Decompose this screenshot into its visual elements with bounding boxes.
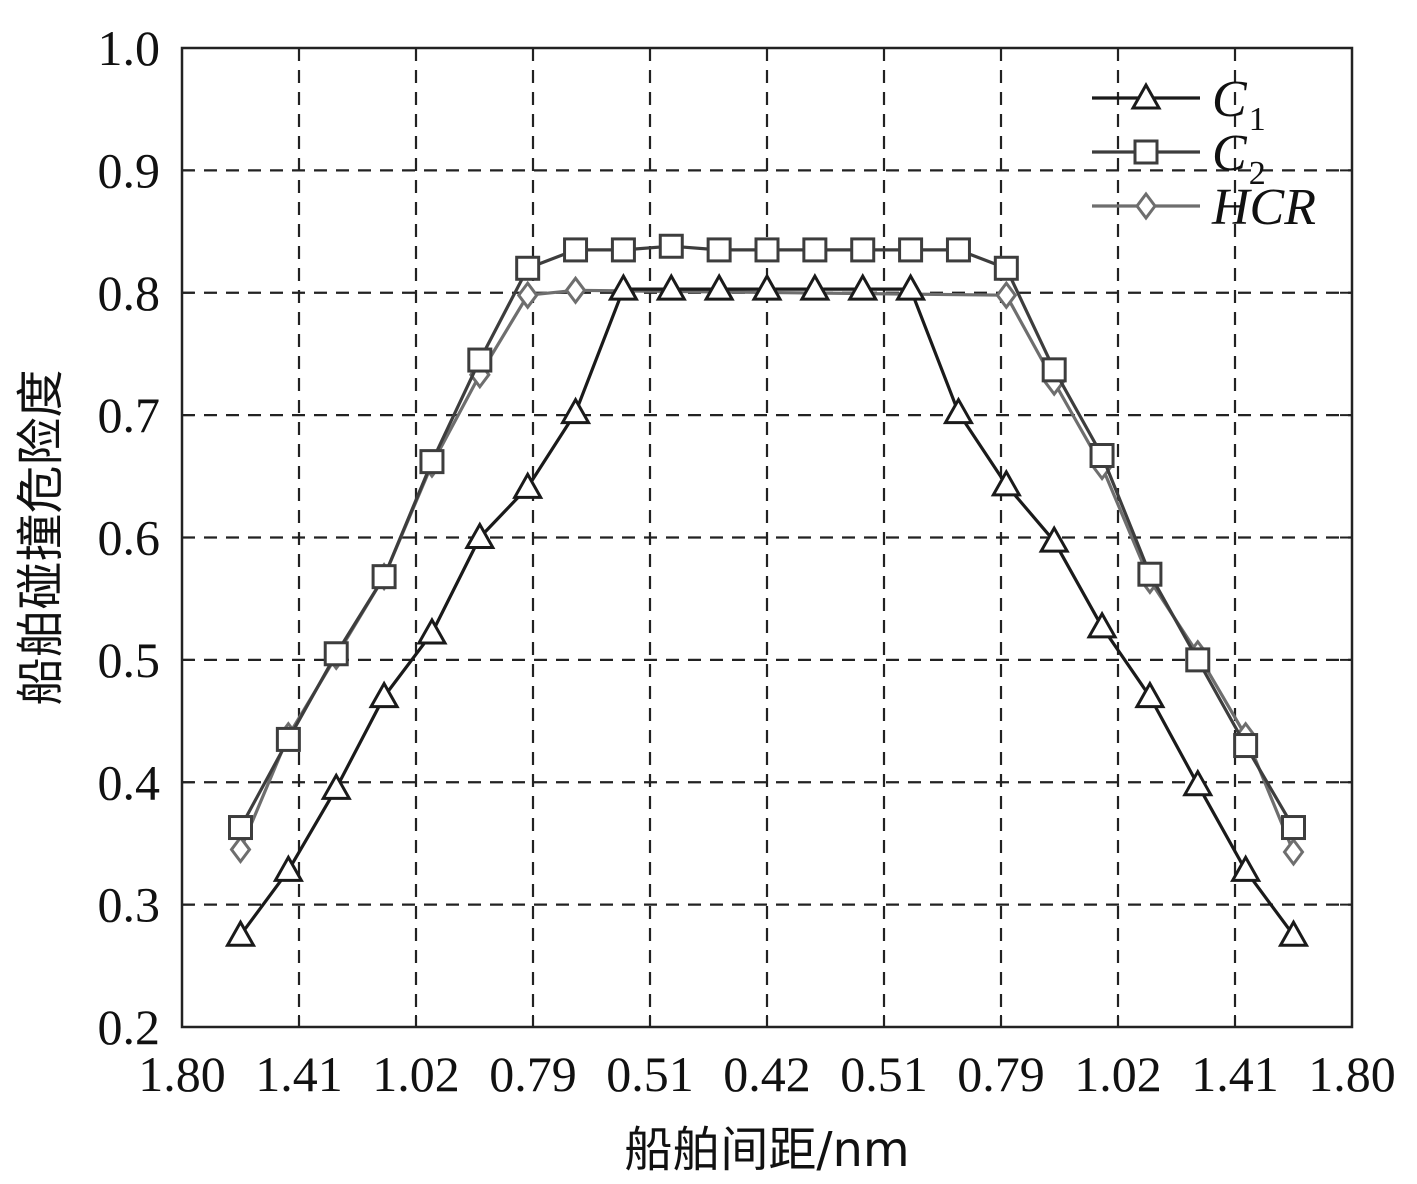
data-point-c2 bbox=[993, 255, 1019, 281]
data-point-c2 bbox=[419, 449, 445, 475]
x-tick-label: 1.80 bbox=[1308, 1046, 1396, 1102]
data-point-c2 bbox=[467, 347, 493, 373]
data-point-c1 bbox=[368, 680, 400, 709]
y-tick-label: 0.5 bbox=[98, 632, 161, 688]
x-tick-label: 0.79 bbox=[957, 1046, 1045, 1102]
data-point-c2 bbox=[898, 237, 924, 263]
data-point-c1 bbox=[895, 273, 927, 301]
data-point-c1 bbox=[799, 273, 831, 301]
x-tick-label: 1.02 bbox=[1074, 1046, 1162, 1102]
data-point-c1 bbox=[1230, 854, 1262, 882]
legend-label-c1: C1 bbox=[1212, 71, 1266, 138]
series-c2 bbox=[228, 233, 1306, 841]
data-point-hcr bbox=[1282, 837, 1305, 867]
legend-marker-hcr bbox=[1135, 191, 1157, 221]
data-point-c2 bbox=[802, 237, 828, 263]
legend-item-hcr: HCR bbox=[1092, 179, 1316, 236]
data-point-c2 bbox=[658, 233, 684, 259]
data-point-c1 bbox=[990, 468, 1022, 497]
legend-label-main: C bbox=[1212, 125, 1248, 182]
data-point-c2 bbox=[275, 726, 301, 752]
x-tick-label: 1.41 bbox=[1191, 1046, 1279, 1102]
data-point-hcr bbox=[229, 835, 252, 865]
data-point-c1 bbox=[512, 471, 544, 499]
data-point-c1 bbox=[703, 273, 735, 301]
data-point-c1 bbox=[942, 396, 975, 425]
data-point-c2 bbox=[1041, 357, 1067, 383]
data-point-c1 bbox=[464, 521, 496, 549]
data-point-c2 bbox=[371, 564, 397, 590]
y-tick-label: 0.8 bbox=[98, 265, 161, 321]
legend-item-c2: C2 bbox=[1092, 125, 1266, 192]
legend-marker-c1 bbox=[1130, 81, 1162, 110]
data-point-c1 bbox=[272, 854, 304, 882]
data-point-c1 bbox=[607, 273, 639, 301]
x-tick-label: 0.42 bbox=[723, 1046, 811, 1102]
data-point-c2 bbox=[1089, 443, 1115, 469]
legend-item-c1: C1 bbox=[1092, 71, 1266, 138]
data-point-c2 bbox=[1137, 561, 1163, 587]
data-point-hcr bbox=[564, 275, 587, 305]
data-point-c1 bbox=[1134, 680, 1166, 709]
data-point-hcr bbox=[995, 280, 1018, 310]
data-point-c2 bbox=[1185, 647, 1211, 673]
data-point-c1 bbox=[847, 273, 879, 301]
x-tick-label: 0.51 bbox=[840, 1046, 928, 1102]
y-tick-label: 0.4 bbox=[98, 754, 161, 810]
grid bbox=[182, 48, 1352, 1027]
x-axis: 1.80 1.41 1.02 0.79 0.51 0.42 0.51 0.79 1.02 1.41… bbox=[138, 48, 1396, 1102]
x-tick-label: 1.41 bbox=[255, 1046, 343, 1102]
series-line-hcr bbox=[239, 288, 1295, 853]
data-point-c1 bbox=[416, 616, 448, 645]
data-point-c2 bbox=[706, 237, 732, 263]
series-c1 bbox=[224, 273, 1310, 947]
y-tick-label: 0.3 bbox=[98, 877, 161, 933]
data-point-c1 bbox=[320, 772, 352, 800]
legend-label-main: HCR bbox=[1211, 179, 1316, 236]
data-point-hcr bbox=[516, 280, 539, 310]
data-point-c1 bbox=[224, 919, 257, 947]
y-axis: 0.2 0.3 0.4 0.5 0.6 0.7 0.8 0.9 1.0 bbox=[98, 20, 1352, 1055]
data-point-c1 bbox=[1277, 919, 1310, 947]
data-point-c2 bbox=[228, 815, 253, 841]
data-point-c2 bbox=[1281, 815, 1306, 841]
data-point-c2 bbox=[1233, 733, 1259, 759]
legend-label-c2: C2 bbox=[1212, 125, 1266, 192]
legend-label-subscript: 2 bbox=[1249, 155, 1266, 192]
data-point-c1 bbox=[1038, 525, 1070, 553]
data-point-c2 bbox=[610, 237, 636, 263]
x-tick-label: 1.80 bbox=[138, 1046, 226, 1102]
series-layer bbox=[224, 233, 1310, 947]
x-tick-label: 0.79 bbox=[489, 1046, 577, 1102]
y-axis-title: 船舶碰撞危险度 bbox=[13, 369, 69, 705]
data-point-c2 bbox=[754, 237, 780, 263]
legend-label-main: C bbox=[1212, 71, 1248, 128]
data-point-c2 bbox=[563, 237, 589, 263]
y-tick-label: 1.0 bbox=[98, 20, 161, 76]
x-tick-label: 0.51 bbox=[606, 1046, 694, 1102]
data-point-c2 bbox=[515, 255, 541, 281]
data-point-c2 bbox=[850, 237, 876, 263]
data-point-c2 bbox=[323, 641, 349, 667]
y-tick-label: 0.9 bbox=[98, 142, 161, 198]
y-tick-label: 0.2 bbox=[98, 999, 161, 1055]
data-point-c1 bbox=[1086, 610, 1118, 639]
x-tick-label: 1.02 bbox=[372, 1046, 460, 1102]
data-point-c1 bbox=[1182, 768, 1214, 797]
data-point-c1 bbox=[751, 273, 783, 301]
x-axis-title: 船舶间距/nm bbox=[624, 1122, 909, 1178]
legend-marker-c2 bbox=[1133, 139, 1159, 165]
data-point-c2 bbox=[945, 237, 971, 263]
legend-label-hcr: HCR bbox=[1211, 179, 1316, 236]
y-tick-label: 0.7 bbox=[98, 387, 161, 443]
data-point-c1 bbox=[655, 273, 687, 301]
data-point-c1 bbox=[559, 396, 592, 425]
y-tick-label: 0.6 bbox=[98, 510, 161, 566]
legend-label-subscript: 1 bbox=[1249, 101, 1266, 138]
